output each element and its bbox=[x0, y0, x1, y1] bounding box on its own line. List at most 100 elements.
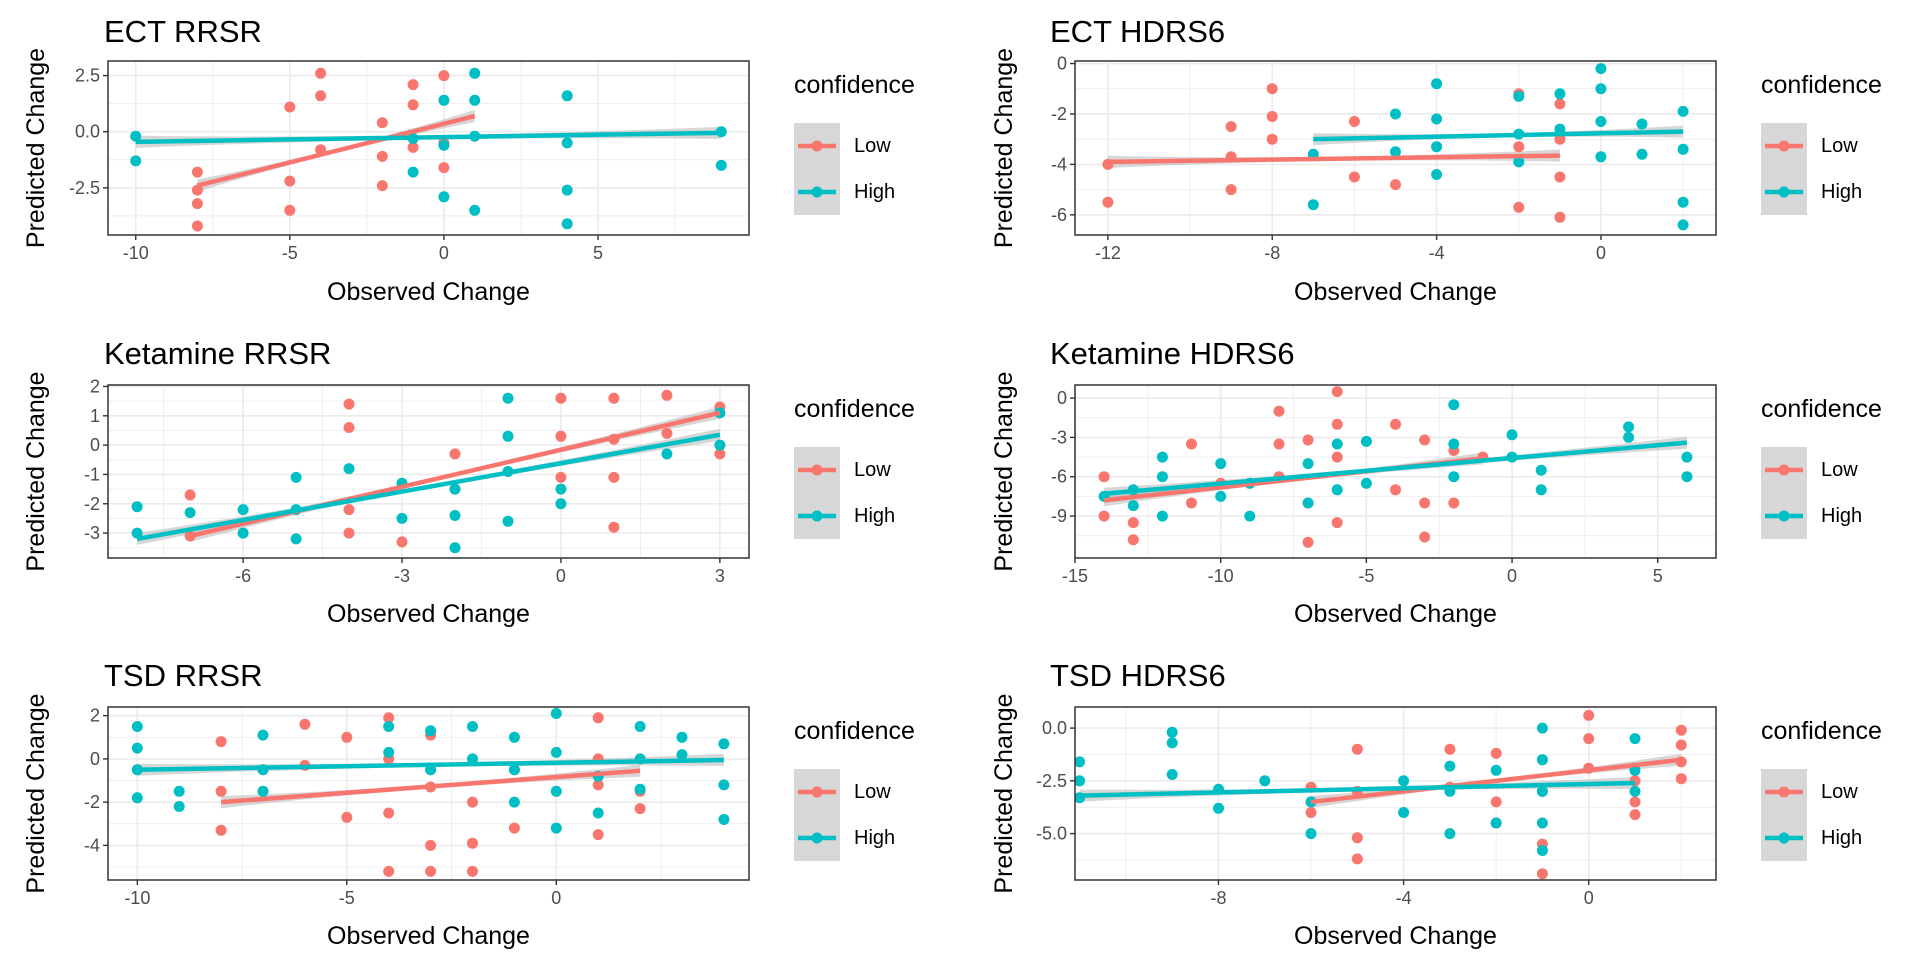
data-point-low bbox=[343, 398, 355, 410]
data-point-high bbox=[1536, 722, 1548, 734]
panel-border bbox=[107, 60, 750, 236]
x-tick-label: 3 bbox=[715, 566, 725, 586]
y-axis-label: Predicted Change bbox=[990, 371, 1018, 571]
data-point-low bbox=[1351, 832, 1363, 844]
data-point-high bbox=[257, 785, 269, 797]
data-point-high bbox=[131, 527, 143, 539]
data-point-high bbox=[550, 785, 562, 797]
data-point-low bbox=[184, 489, 196, 501]
data-point-low bbox=[215, 824, 227, 836]
x-axis-label: Observed Change bbox=[1294, 600, 1497, 628]
y-tick-label: -2 bbox=[1051, 104, 1067, 124]
data-point-low bbox=[376, 180, 388, 192]
x-axis-label: Observed Change bbox=[1294, 922, 1497, 950]
legend-title: confidence bbox=[1761, 395, 1882, 423]
panel-title: Ketamine HDRS6 bbox=[1050, 336, 1295, 371]
y-tick-label: -5.0 bbox=[1036, 824, 1067, 844]
data-point-high bbox=[1360, 477, 1372, 489]
data-point-high bbox=[1681, 471, 1693, 483]
data-point-high bbox=[1536, 845, 1548, 856]
data-point-low bbox=[284, 175, 296, 187]
data-point-low bbox=[1266, 83, 1278, 95]
data-point-high bbox=[508, 764, 520, 776]
data-point-high bbox=[1536, 817, 1548, 829]
legend-title: confidence bbox=[1761, 717, 1882, 745]
data-point-low bbox=[555, 471, 567, 483]
data-point-low bbox=[1675, 739, 1687, 751]
fit-line-low bbox=[1107, 153, 1560, 165]
data-point-low bbox=[1348, 171, 1360, 183]
legend-label-low: Low bbox=[1821, 781, 1858, 803]
data-point-high bbox=[383, 721, 395, 732]
data-point-low bbox=[467, 837, 478, 849]
fit-line-high bbox=[1313, 129, 1684, 142]
data-point-low bbox=[1348, 116, 1360, 127]
data-point-high bbox=[1444, 760, 1456, 772]
panel-title: Ketamine RRSR bbox=[104, 336, 331, 371]
data-point-low bbox=[1554, 133, 1566, 145]
data-point-low bbox=[608, 471, 620, 483]
data-point-low bbox=[299, 718, 311, 730]
data-point-low bbox=[608, 392, 620, 404]
legend-label-high: High bbox=[854, 505, 895, 527]
data-point-low bbox=[1448, 497, 1460, 509]
data-point-high bbox=[1390, 108, 1401, 120]
data-point-high bbox=[555, 498, 567, 510]
data-point-high bbox=[130, 155, 142, 167]
y-tick-label: -2.5 bbox=[1036, 771, 1067, 791]
data-point-low bbox=[1490, 796, 1502, 808]
data-point-high bbox=[1629, 733, 1641, 745]
data-point-high bbox=[508, 796, 520, 808]
x-tick-label: 0 bbox=[1507, 566, 1517, 586]
data-point-high bbox=[1331, 484, 1343, 496]
data-point-high bbox=[1213, 802, 1224, 814]
data-point-high bbox=[561, 90, 573, 102]
y-tick-label: -6 bbox=[1051, 467, 1067, 487]
x-tick-label: -8 bbox=[1264, 243, 1280, 263]
data-point-low bbox=[407, 141, 419, 153]
data-point-low bbox=[383, 807, 395, 819]
legend-key-dot bbox=[811, 186, 823, 198]
x-axis-label: Observed Change bbox=[327, 600, 530, 628]
data-point-low bbox=[407, 79, 419, 91]
data-point-low bbox=[1127, 534, 1139, 546]
data-point-high bbox=[718, 814, 730, 825]
data-point-high bbox=[1244, 510, 1256, 522]
data-point-high bbox=[1513, 90, 1525, 102]
y-tick-label: 2.5 bbox=[75, 66, 100, 86]
legend-key-dot bbox=[1778, 464, 1790, 476]
x-tick-label: -5 bbox=[282, 243, 298, 263]
y-axis-label: Predicted Change bbox=[990, 693, 1018, 893]
data-point-low bbox=[1536, 868, 1548, 880]
data-point-high bbox=[1166, 726, 1178, 738]
data-point-high bbox=[561, 137, 573, 149]
x-tick-label: 0 bbox=[439, 243, 449, 263]
y-axis-label: Predicted Change bbox=[22, 371, 50, 571]
data-point-high bbox=[1536, 754, 1548, 766]
x-tick-label: -10 bbox=[1208, 566, 1234, 586]
legend-label-low: Low bbox=[854, 135, 891, 157]
data-point-high bbox=[237, 504, 249, 516]
legend-label-high: High bbox=[854, 827, 895, 849]
legend-key-dot bbox=[811, 832, 823, 844]
data-point-high bbox=[1535, 484, 1547, 496]
panel-data bbox=[131, 389, 726, 554]
data-point-high bbox=[1623, 431, 1635, 443]
data-point-high bbox=[1390, 146, 1401, 158]
data-point-low bbox=[1331, 517, 1343, 529]
data-point-high bbox=[1156, 451, 1168, 463]
fit-line-low bbox=[196, 113, 476, 188]
data-point-high bbox=[438, 139, 450, 151]
data-point-low bbox=[1444, 743, 1456, 755]
x-tick-label: -4 bbox=[1396, 888, 1412, 908]
data-point-low bbox=[1098, 471, 1110, 483]
data-point-low bbox=[608, 521, 620, 533]
data-point-high bbox=[1677, 143, 1689, 155]
legend: confidence Low High bbox=[794, 717, 915, 861]
data-point-low bbox=[1629, 809, 1641, 821]
panel-data bbox=[131, 708, 730, 877]
panel-border bbox=[107, 384, 750, 559]
data-point-high bbox=[555, 483, 567, 495]
data-point-low bbox=[555, 392, 567, 404]
